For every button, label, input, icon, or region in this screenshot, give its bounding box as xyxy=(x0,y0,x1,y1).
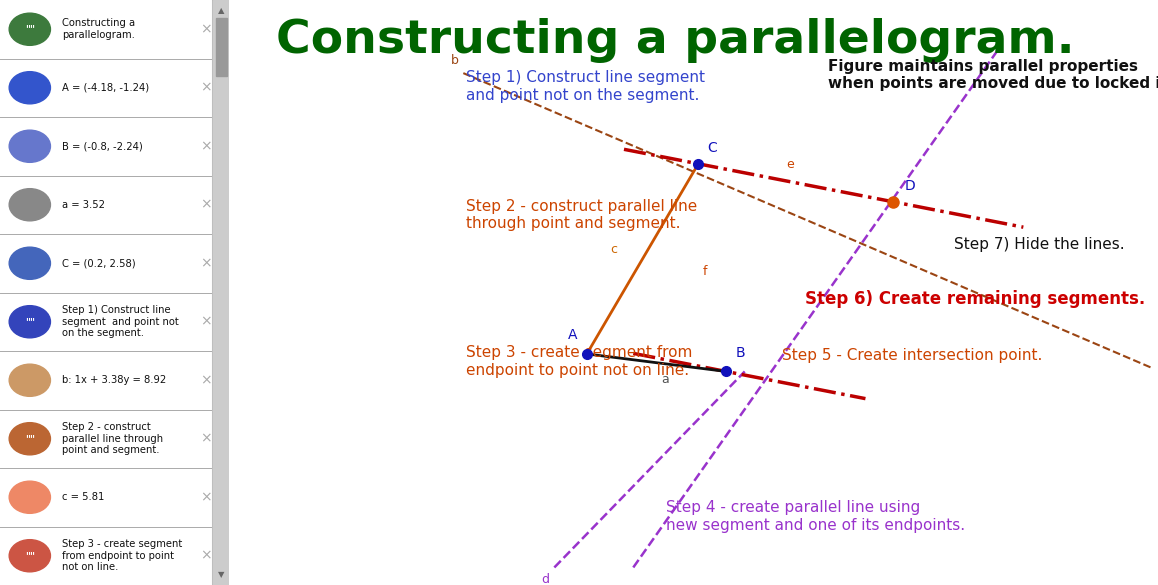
Text: a: a xyxy=(661,373,669,386)
Bar xyxy=(213,0,229,585)
Text: ×: × xyxy=(200,490,212,504)
Text: B = (-0.8, -2.24): B = (-0.8, -2.24) xyxy=(61,141,142,152)
Text: d: d xyxy=(542,573,550,585)
Ellipse shape xyxy=(9,130,51,163)
Text: ×: × xyxy=(200,373,212,387)
Ellipse shape xyxy=(9,188,51,221)
Text: A: A xyxy=(569,328,578,342)
Ellipse shape xyxy=(9,422,51,455)
Text: D: D xyxy=(904,179,915,193)
Text: ×: × xyxy=(200,549,212,563)
Ellipse shape xyxy=(9,247,51,279)
Ellipse shape xyxy=(9,539,51,572)
Text: Step 3 - create segment
from endpoint to point
not on line.: Step 3 - create segment from endpoint to… xyxy=(61,539,182,572)
Text: Step 1) Construct line segment
and point not on the segment.: Step 1) Construct line segment and point… xyxy=(467,70,705,102)
Text: Step 1) Construct line
segment  and point not
on the segment.: Step 1) Construct line segment and point… xyxy=(61,305,178,338)
Text: ×: × xyxy=(200,432,212,446)
Text: Constructing a parallelogram.: Constructing a parallelogram. xyxy=(276,18,1075,63)
Ellipse shape xyxy=(9,71,51,104)
Text: Step 2 - construct
parallel line through
point and segment.: Step 2 - construct parallel line through… xyxy=(61,422,163,455)
Text: a = 3.52: a = 3.52 xyxy=(61,199,105,210)
Text: ×: × xyxy=(200,22,212,36)
Ellipse shape xyxy=(9,481,51,514)
Text: b: b xyxy=(450,54,459,67)
Text: ▲: ▲ xyxy=(218,6,225,15)
Ellipse shape xyxy=(9,306,51,338)
Text: c: c xyxy=(610,243,617,256)
Text: e: e xyxy=(786,158,794,171)
Text: Step 7) Hide the lines.: Step 7) Hide the lines. xyxy=(954,237,1124,252)
Text: f: f xyxy=(703,265,708,278)
Text: "": "" xyxy=(24,550,35,561)
Text: "": "" xyxy=(24,316,35,327)
Text: Constructing a
parallelogram.: Constructing a parallelogram. xyxy=(61,19,135,40)
Text: ×: × xyxy=(200,256,212,270)
Ellipse shape xyxy=(9,13,51,46)
Text: ▼: ▼ xyxy=(218,570,225,579)
Text: Step 4 - create parallel line using
new segment and one of its endpoints.: Step 4 - create parallel line using new … xyxy=(666,500,965,532)
Bar xyxy=(215,18,227,76)
Ellipse shape xyxy=(9,364,51,397)
Text: ×: × xyxy=(200,139,212,153)
Text: c = 5.81: c = 5.81 xyxy=(61,492,104,503)
Text: ×: × xyxy=(200,198,212,212)
Text: C: C xyxy=(708,141,717,155)
Text: Step 5 - Create intersection point.: Step 5 - Create intersection point. xyxy=(782,348,1042,363)
Text: Figure maintains parallel properties
when points are moved due to locked interse: Figure maintains parallel properties whe… xyxy=(828,58,1158,91)
Text: B: B xyxy=(735,346,745,360)
Text: "": "" xyxy=(24,24,35,35)
Text: C = (0.2, 2.58): C = (0.2, 2.58) xyxy=(61,258,135,269)
Text: ×: × xyxy=(200,315,212,329)
Text: Step 2 - construct parallel line
through point and segment.: Step 2 - construct parallel line through… xyxy=(467,199,697,231)
Text: b: 1x + 3.38y = 8.92: b: 1x + 3.38y = 8.92 xyxy=(61,375,166,386)
Text: Step 6) Create remaining segments.: Step 6) Create remaining segments. xyxy=(805,290,1145,308)
Text: A = (-4.18, -1.24): A = (-4.18, -1.24) xyxy=(61,82,149,93)
Text: ×: × xyxy=(200,81,212,95)
Text: "": "" xyxy=(24,433,35,444)
Text: Step 3 - create segment from
endpoint to point not on line.: Step 3 - create segment from endpoint to… xyxy=(467,345,692,377)
